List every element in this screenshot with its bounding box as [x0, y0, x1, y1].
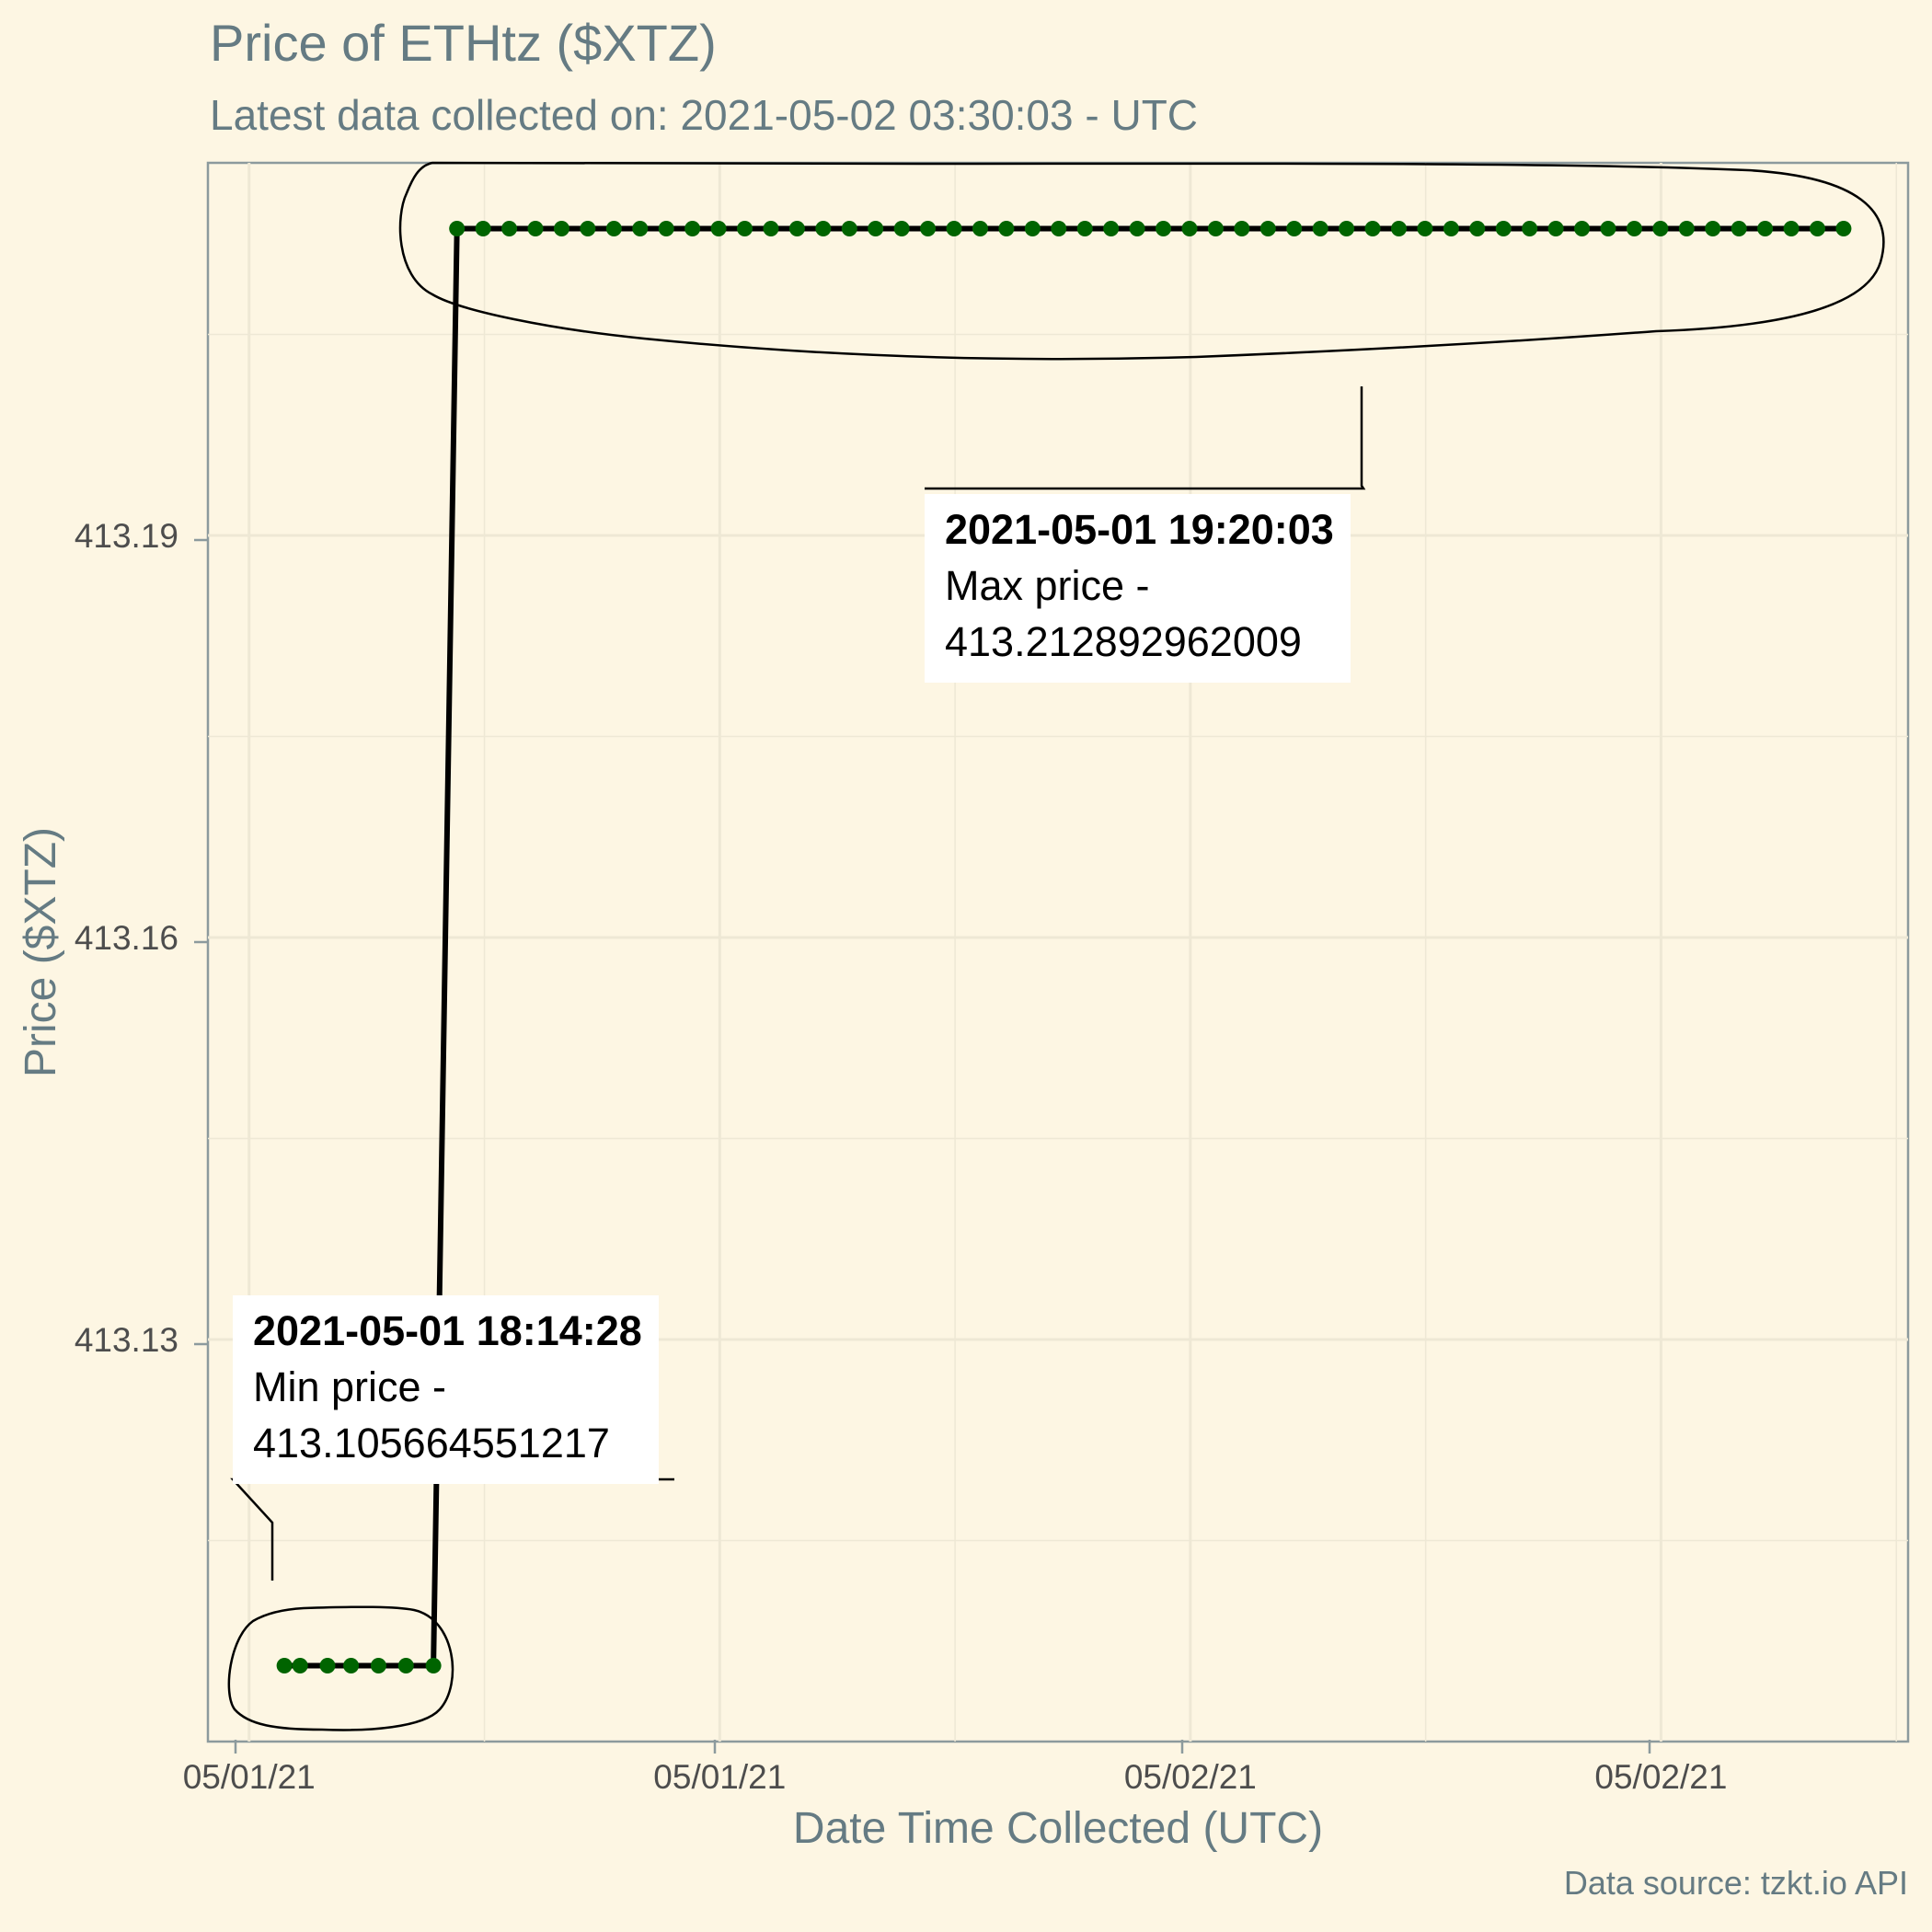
min-value: 413.105664551217: [253, 1420, 610, 1466]
price-point: [841, 220, 857, 236]
price-point: [475, 220, 491, 236]
price-point: [632, 220, 649, 236]
max-label: Max price -: [945, 562, 1150, 609]
price-point: [1705, 220, 1721, 236]
price-point: [1051, 220, 1067, 236]
x-tick-label: 05/02/21: [1594, 1758, 1727, 1796]
min-price-label: 2021-05-01 18:14:28 Min price - 413.1056…: [233, 1295, 659, 1484]
price-point: [1339, 220, 1355, 236]
y-tick-label: 413.19: [75, 517, 178, 555]
price-point: [1731, 220, 1747, 236]
price-point: [1234, 220, 1250, 236]
price-point: [370, 1657, 386, 1673]
price-point: [501, 220, 518, 236]
price-point: [763, 220, 779, 236]
price-point: [946, 220, 962, 236]
x-tick-label: 05/02/21: [1124, 1758, 1257, 1796]
max-price-label: 2021-05-01 19:20:03 Max price - 413.2128…: [925, 494, 1351, 683]
chart-title: Price of ETHtz ($XTZ): [210, 14, 717, 72]
price-point: [1103, 220, 1120, 236]
price-point: [658, 220, 674, 236]
min-label: Min price -: [253, 1363, 447, 1410]
price-point: [397, 1657, 414, 1673]
price-point: [553, 220, 569, 236]
chart-subtitle: Latest data collected on: 2021-05-02 03:…: [210, 91, 1199, 139]
axis-ticks: [194, 538, 1651, 1754]
price-point: [1443, 220, 1459, 236]
y-tick-label: 413.13: [75, 1321, 178, 1359]
price-point: [527, 220, 544, 236]
price-point: [343, 1657, 360, 1673]
price-point: [737, 220, 753, 236]
price-point: [868, 220, 884, 236]
price-point: [292, 1657, 308, 1673]
price-point: [276, 1657, 293, 1673]
price-point: [1469, 220, 1486, 236]
price-point: [1076, 220, 1093, 236]
price-point: [1678, 220, 1695, 236]
max-value: 413.212892962009: [945, 618, 1302, 665]
price-point: [1652, 220, 1669, 236]
x-tick-label: 05/01/21: [653, 1758, 786, 1796]
price-point: [319, 1657, 336, 1673]
price-point: [1181, 220, 1198, 236]
data-source-caption: Data source: tzkt.io API: [1563, 1864, 1908, 1902]
price-point: [684, 220, 701, 236]
x-tick-label: 05/01/21: [183, 1758, 316, 1796]
price-point: [1600, 220, 1616, 236]
price-point: [580, 220, 596, 236]
price-point: [1835, 220, 1852, 236]
price-point: [1417, 220, 1433, 236]
price-point: [1574, 220, 1591, 236]
y-axis-label: Price ($XTZ): [17, 827, 65, 1077]
price-point: [1286, 220, 1303, 236]
plot-panel: [206, 161, 1910, 1743]
price-point: [710, 220, 727, 236]
min-datetime: 2021-05-01 18:14:28: [253, 1307, 642, 1354]
price-point: [920, 220, 937, 236]
price-point: [1129, 220, 1145, 236]
price-point: [605, 220, 622, 236]
price-point: [1626, 220, 1642, 236]
price-point: [1259, 220, 1276, 236]
price-point: [1757, 220, 1774, 236]
price-point: [1522, 220, 1538, 236]
price-point: [1312, 220, 1328, 236]
price-point: [1364, 220, 1381, 236]
max-callout-line: [925, 386, 1366, 490]
price-point: [1495, 220, 1512, 236]
price-point: [972, 220, 988, 236]
x-axis-label: Date Time Collected (UTC): [793, 1804, 1323, 1853]
price-point: [1024, 220, 1041, 236]
price-point: [1809, 220, 1825, 236]
price-point: [1156, 220, 1172, 236]
price-point: [1783, 220, 1800, 236]
price-point: [1547, 220, 1564, 236]
price-point: [425, 1657, 442, 1673]
price-point: [815, 220, 832, 236]
y-tick-label: 413.16: [75, 919, 178, 957]
max-datetime: 2021-05-01 19:20:03: [945, 506, 1334, 553]
price-point: [788, 220, 805, 236]
price-point: [1207, 220, 1224, 236]
price-point: [449, 220, 466, 236]
max-region-ellipse: [398, 161, 1885, 361]
price-point: [893, 220, 910, 236]
min-region-ellipse: [227, 1605, 454, 1731]
price-point: [998, 220, 1015, 236]
price-point: [1390, 220, 1407, 236]
